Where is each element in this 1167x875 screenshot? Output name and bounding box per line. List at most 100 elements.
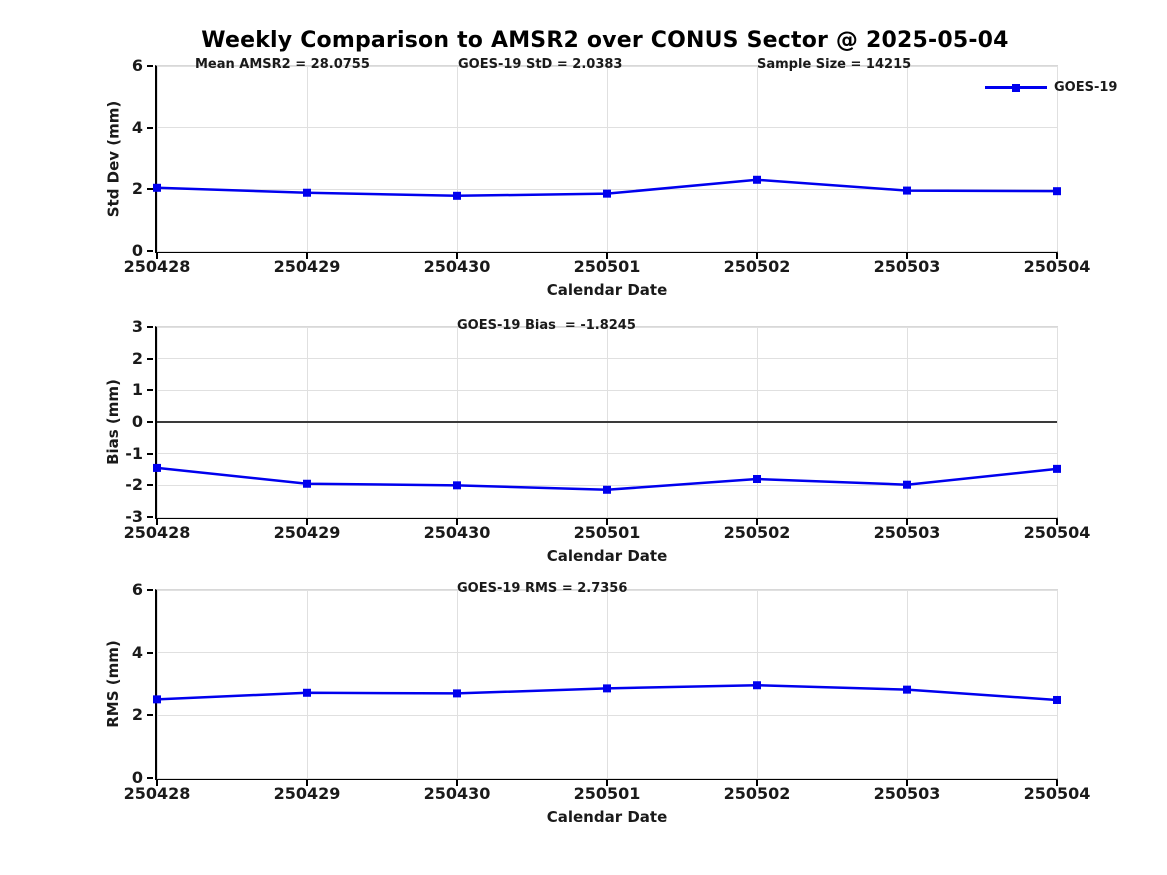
- y-tick-label: -3: [125, 507, 143, 526]
- legend-label: GOES-19: [1054, 80, 1118, 95]
- gridline-horizontal: [157, 188, 1057, 190]
- y-tick-mark: [147, 484, 153, 487]
- y-tick-label: 4: [131, 117, 143, 137]
- y-tick-label: -2: [125, 475, 143, 495]
- data-point-marker: [753, 175, 761, 184]
- y-tick-label: -1: [125, 443, 143, 463]
- x-tick-mark: [906, 519, 908, 525]
- x-tick-mark: [906, 253, 908, 259]
- x-tick-label: 250502: [723, 257, 791, 276]
- gridline-vertical: [1056, 590, 1058, 778]
- x-tick-label: 250503: [873, 523, 941, 542]
- y-tick-label: 6: [131, 56, 143, 75]
- y-tick-label: 6: [131, 580, 143, 599]
- series-svg-rms: [153, 681, 1061, 704]
- x-tick-mark: [906, 780, 908, 786]
- y-tick-mark: [147, 421, 153, 423]
- gridline-vertical: [756, 66, 758, 251]
- x-tick-mark: [606, 519, 608, 525]
- x-tick-mark: [456, 519, 458, 525]
- legend-marker-icon: [1012, 83, 1020, 92]
- y-tick-mark: [147, 589, 153, 591]
- zero-reference-line: [157, 421, 1057, 423]
- y-tick-mark: [147, 188, 153, 191]
- x-tick-label: 250501: [573, 523, 641, 542]
- x-tick-mark: [606, 253, 608, 259]
- data-point-marker: [903, 480, 911, 489]
- x-tick-mark: [156, 253, 158, 259]
- y-tick-mark: [147, 452, 153, 455]
- gridline-horizontal: [157, 484, 1057, 486]
- annotation-std-dev-0: Mean AMSR2 = 28.0755: [195, 57, 370, 72]
- y-tick-label: 0: [131, 241, 143, 260]
- gridline-vertical: [456, 590, 458, 778]
- plot-std-dev: 250428 250429 250430 250501 250502 250503 2505…: [104, 56, 1117, 299]
- data-point-marker: [453, 191, 461, 200]
- gridline-horizontal: [157, 652, 1057, 654]
- x-tick-label: 250430: [423, 784, 491, 803]
- x-tick-mark: [1056, 780, 1058, 786]
- data-point-marker: [1053, 695, 1061, 704]
- x-tick-mark: [756, 519, 758, 525]
- y-tick-mark: [147, 389, 153, 392]
- y-tick-label: 2: [131, 179, 143, 199]
- gridline-vertical: [1056, 327, 1058, 517]
- data-point-marker: [903, 186, 911, 195]
- y-tick-label: 3: [131, 317, 143, 336]
- data-point-marker: [753, 681, 761, 690]
- annotation-std-dev-2: Sample Size = 14215: [757, 57, 912, 72]
- x-tick-mark: [456, 780, 458, 786]
- y-tick-mark: [147, 250, 153, 252]
- x-tick-label: 250501: [573, 784, 641, 803]
- gridline-horizontal: [157, 516, 1057, 518]
- gridline-vertical: [456, 66, 458, 251]
- gridline-horizontal: [157, 358, 1057, 360]
- x-tick-mark: [456, 253, 458, 259]
- data-point-marker: [1053, 187, 1061, 196]
- gridline-horizontal: [157, 326, 1057, 328]
- gridline-horizontal: [157, 250, 1057, 252]
- x-tick-label: 250429: [273, 257, 341, 276]
- gridline-vertical: [1056, 66, 1058, 251]
- gridline-horizontal: [157, 453, 1057, 455]
- data-point-marker: [603, 189, 611, 198]
- y-axis-label-rms: RMS (mm): [104, 640, 122, 728]
- data-point-marker: [153, 183, 161, 192]
- data-point-marker: [453, 481, 461, 490]
- x-tick-label: 250430: [423, 523, 491, 542]
- x-axis-label-rms: Calendar Date: [546, 808, 668, 826]
- data-point-marker: [303, 688, 311, 697]
- x-tick-label: 250428: [123, 257, 191, 276]
- gridline-vertical: [606, 590, 608, 778]
- x-axis-label-std-dev: Calendar Date: [546, 281, 668, 299]
- x-tick-label: 250430: [423, 257, 491, 276]
- y-tick-mark: [147, 126, 153, 129]
- x-tick-label: 250428: [123, 784, 191, 803]
- series-svg-bias: [153, 463, 1061, 494]
- x-tick-mark: [306, 519, 308, 525]
- plot-rms: 250428 250429 250430 250501 250502 250503 2505…: [104, 580, 1090, 826]
- data-point-marker: [153, 695, 161, 704]
- x-tick-label: 250429: [273, 784, 341, 803]
- data-point-marker: [603, 684, 611, 693]
- y-tick-label: 2: [131, 705, 143, 725]
- x-tick-mark: [756, 253, 758, 259]
- gridline-vertical: [156, 590, 158, 778]
- y-tick-mark: [147, 65, 153, 67]
- data-point-marker: [753, 475, 761, 483]
- annotation-std-dev-1: GOES-19 StD = 2.0383: [458, 57, 623, 72]
- x-tick-label: 250503: [873, 784, 941, 803]
- gridline-vertical: [906, 66, 908, 251]
- y-tick-label: 0: [131, 768, 143, 787]
- x-tick-label: 250428: [123, 523, 191, 542]
- x-tick-label: 250502: [723, 523, 791, 542]
- x-tick-mark: [1056, 519, 1058, 525]
- data-point-marker: [153, 463, 161, 472]
- x-tick-label: 250503: [873, 257, 941, 276]
- gridline-vertical: [306, 66, 308, 251]
- y-tick-mark: [147, 357, 153, 360]
- y-tick-label: 0: [131, 412, 143, 431]
- series-svg-std-dev: [153, 175, 1061, 200]
- data-point-marker: [453, 689, 461, 698]
- legend: GOES-19: [985, 80, 1117, 95]
